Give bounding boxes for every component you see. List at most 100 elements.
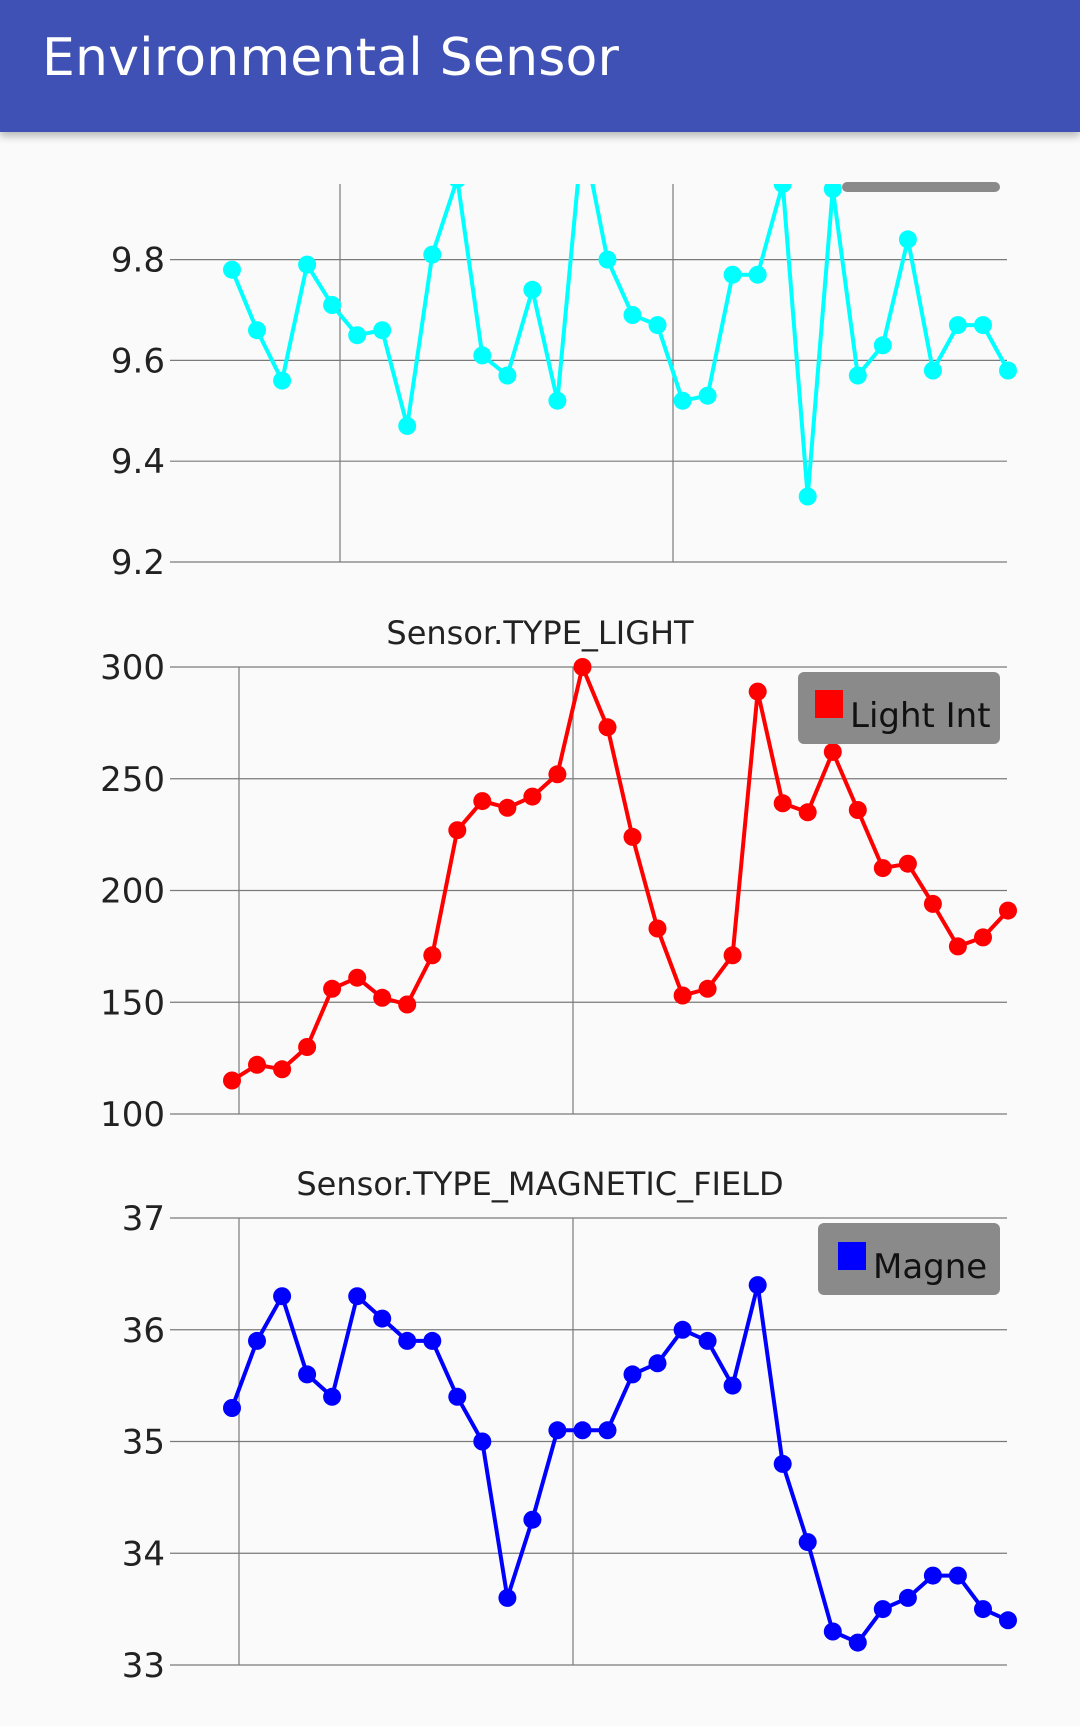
data-point	[723, 946, 742, 965]
chart-accelerometer: 9.2 9.4 9.6 9.8	[111, 132, 1017, 583]
y-axis-ticks: 100 150 200 250 300	[100, 648, 165, 1135]
y-tick-label: 9.6	[111, 341, 165, 381]
y-tick-label: 37	[122, 1199, 165, 1239]
data-point	[248, 1055, 266, 1074]
data-point	[948, 316, 967, 335]
data-point	[598, 1421, 617, 1440]
data-point	[298, 1038, 317, 1056]
data-point	[548, 391, 567, 410]
chart-title: Sensor.TYPE_MAGNETIC_FIELD	[296, 1165, 783, 1203]
chart-magnetic-field: Sensor.TYPE_MAGNETIC_FIELD 33 34 35 36 37 Ma…	[122, 1165, 1017, 1686]
data-point	[923, 361, 942, 380]
data-point	[473, 1432, 492, 1451]
data-point	[698, 979, 717, 998]
data-point	[898, 230, 917, 249]
data-point	[298, 255, 317, 274]
data-point	[673, 986, 692, 1005]
data-point	[648, 1354, 667, 1373]
data-point	[698, 1331, 717, 1350]
data-point	[648, 919, 667, 938]
series-line	[230, 1283, 1009, 1645]
data-point	[823, 1622, 842, 1641]
y-tick-label: 9.4	[111, 442, 165, 482]
data-point	[373, 1309, 392, 1328]
y-tick-label: 300	[100, 648, 165, 688]
data-point	[823, 742, 842, 761]
legend-swatch	[815, 690, 843, 718]
data-point	[248, 1331, 266, 1350]
data-point	[673, 1320, 692, 1339]
y-tick-label: 150	[100, 983, 165, 1023]
data-point	[323, 1387, 342, 1406]
data-point	[598, 250, 617, 269]
data-point	[223, 1399, 241, 1417]
data-point	[673, 391, 692, 410]
data-point	[298, 1365, 317, 1384]
data-point	[398, 995, 417, 1014]
data-point	[498, 366, 517, 385]
data-point	[748, 682, 767, 701]
data-point	[873, 336, 892, 355]
data-point	[348, 968, 367, 987]
data-point	[748, 1276, 767, 1295]
data-point	[999, 901, 1017, 920]
data-point	[823, 184, 842, 198]
data-point	[323, 296, 342, 314]
data-point	[373, 988, 392, 1007]
chart-scroll-area[interactable]: 9.2 9.4 9.6 9.8 Sensor.TYPE_LIGHT 100 150 200…	[0, 132, 1080, 1726]
data-point	[623, 827, 642, 846]
y-tick-label: 9.2	[111, 543, 165, 583]
data-point	[273, 371, 292, 390]
data-point	[723, 265, 742, 284]
data-point	[873, 859, 892, 878]
data-point	[974, 316, 992, 335]
app-bar: Environmental Sensor	[0, 0, 1080, 132]
data-point	[623, 1365, 642, 1384]
chart-legend[interactable]: Light Int	[798, 672, 1000, 744]
legend-label: Light Int	[850, 696, 991, 736]
chart-grid	[170, 184, 1007, 563]
data-point	[573, 658, 592, 676]
data-point	[523, 1510, 542, 1529]
data-point	[798, 487, 817, 506]
data-point	[523, 787, 542, 806]
data-point	[898, 1588, 917, 1607]
charts-canvas: 9.2 9.4 9.6 9.8 Sensor.TYPE_LIGHT 100 150 200…	[100, 132, 1017, 1686]
data-point	[574, 132, 592, 143]
data-point	[523, 280, 542, 299]
data-point	[449, 184, 465, 188]
data-point	[598, 718, 617, 737]
y-axis-ticks: 33 34 35 36 37	[122, 1199, 165, 1686]
chart-legend-box-partial	[842, 182, 1000, 192]
data-point	[498, 1588, 517, 1607]
y-tick-label: 36	[122, 1311, 165, 1351]
chart-legend[interactable]: Magne	[818, 1223, 1000, 1295]
data-point	[223, 1071, 241, 1090]
data-point	[573, 1421, 592, 1440]
data-point	[623, 306, 642, 324]
data-point	[348, 326, 367, 345]
data-point	[748, 265, 767, 284]
data-point	[348, 1287, 367, 1306]
data-point	[548, 765, 567, 784]
data-point	[999, 361, 1017, 380]
data-point	[398, 416, 417, 435]
data-point	[273, 1287, 292, 1306]
y-tick-label: 35	[122, 1423, 165, 1463]
data-point	[448, 1387, 467, 1406]
chart-grid	[170, 1217, 1007, 1666]
data-point	[873, 1600, 892, 1619]
y-tick-label: 100	[100, 1095, 165, 1135]
data-point	[423, 946, 442, 965]
legend-label: Magne	[873, 1247, 987, 1287]
data-point	[248, 321, 266, 340]
data-point	[473, 346, 492, 365]
data-point	[473, 792, 492, 811]
data-point	[223, 260, 241, 279]
data-point	[999, 1611, 1017, 1630]
data-point	[423, 245, 442, 264]
data-point	[923, 1566, 942, 1585]
data-point	[798, 1533, 817, 1552]
data-point	[398, 1331, 417, 1350]
data-point	[723, 1376, 742, 1395]
